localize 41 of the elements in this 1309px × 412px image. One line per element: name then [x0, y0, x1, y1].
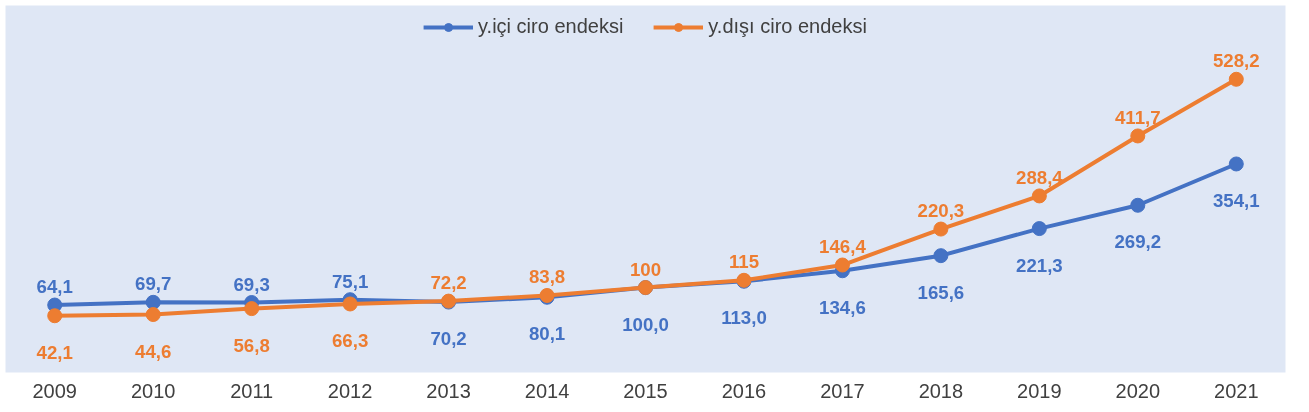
x-tick-label: 2020 — [1115, 379, 1161, 402]
x-tick-label: 2015 — [623, 379, 668, 402]
data-label: 288,4 — [1016, 166, 1064, 188]
x-tick-label: 2016 — [721, 379, 767, 402]
x-tick-label: 2014 — [524, 379, 570, 402]
x-tick-label: 2010 — [130, 379, 176, 402]
legend-label: y.dışı ciro endeksi — [708, 15, 867, 38]
data-label: 411,7 — [1114, 106, 1161, 128]
data-label: 100 — [629, 258, 662, 280]
data-label: 354,1 — [1212, 189, 1260, 211]
data-label: 165,6 — [917, 281, 965, 303]
data-label: 66,3 — [331, 329, 369, 351]
data-label: 44,6 — [135, 340, 172, 362]
data-label: 134,6 — [819, 296, 866, 318]
x-tick-label: 2013 — [426, 379, 471, 402]
x-tick-label: 2019 — [1017, 379, 1062, 402]
x-tick-label: 2021 — [1214, 379, 1259, 402]
data-label: 80,1 — [528, 323, 566, 345]
x-tick-label: 2012 — [327, 379, 373, 402]
data-label: 220,3 — [917, 200, 965, 222]
data-label: 146,4 — [819, 236, 867, 258]
data-label: 83,8 — [528, 266, 566, 288]
data-label: 69,7 — [135, 273, 172, 295]
data-label: 70,2 — [430, 328, 467, 350]
data-label: 72,2 — [430, 272, 467, 294]
data-label: 42,1 — [36, 341, 73, 363]
data-label: 269,2 — [1114, 231, 1162, 253]
legend-label: y.içi ciro endeksi — [478, 15, 624, 38]
x-tick-label: 2011 — [230, 379, 274, 402]
x-tick-label: 2018 — [918, 379, 964, 402]
x-tick-label: 2009 — [32, 379, 77, 402]
data-label: 75,1 — [331, 270, 369, 292]
data-label: 69,3 — [233, 273, 270, 295]
data-label: 64,1 — [36, 276, 73, 298]
data-label: 221,3 — [1016, 254, 1063, 276]
data-label: 100,0 — [622, 313, 669, 335]
data-label: 528,2 — [1212, 50, 1260, 72]
data-label: 56,8 — [233, 334, 270, 356]
x-tick-label: 2017 — [820, 379, 865, 402]
data-label: 113,0 — [721, 307, 767, 329]
data-label: 115 — [728, 251, 760, 273]
